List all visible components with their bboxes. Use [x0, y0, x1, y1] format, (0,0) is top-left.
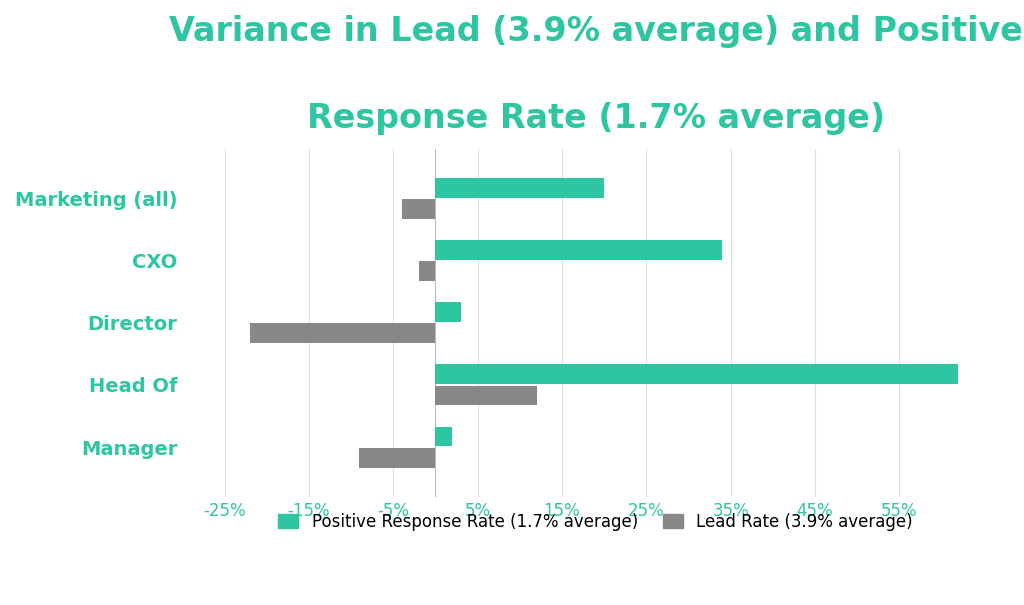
Bar [359, 448, 435, 468]
Legend: Positive Response Rate (1.7% average), Lead Rate (3.9% average): Positive Response Rate (1.7% average), L… [271, 506, 920, 537]
Bar [435, 302, 461, 322]
Bar [435, 240, 722, 260]
Bar [401, 199, 435, 219]
Bar [250, 323, 435, 343]
Bar [435, 178, 604, 198]
Bar [435, 427, 453, 446]
Title: Variance in Lead (3.9% average) and Positive

Response Rate (1.7% average): Variance in Lead (3.9% average) and Posi… [169, 15, 1023, 135]
Bar [435, 385, 537, 405]
Bar [419, 261, 435, 281]
Bar [435, 364, 958, 384]
